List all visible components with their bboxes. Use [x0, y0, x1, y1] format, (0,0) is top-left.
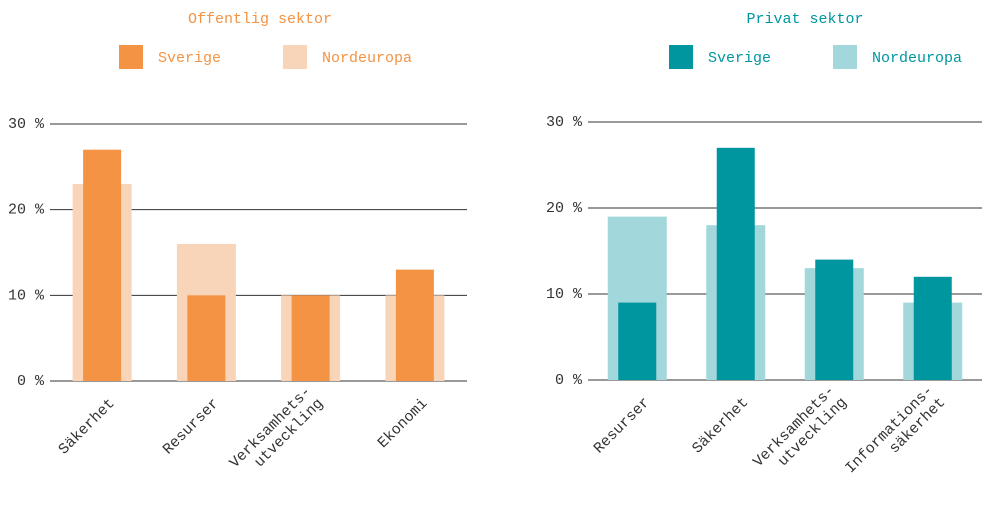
x-tick-label: Resurser: [160, 395, 223, 458]
legend-swatch: [283, 45, 307, 69]
bar: [291, 295, 330, 381]
legend-swatch: [669, 45, 693, 69]
bar: [815, 259, 854, 380]
x-tick-label: Informations-säkerhet: [842, 382, 949, 489]
x-tick-label: Säkerhet: [56, 395, 119, 458]
y-tick-label: 30 %: [546, 114, 583, 131]
bar: [83, 149, 122, 381]
legend-label: Nordeuropa: [322, 50, 412, 67]
x-tick-label: Verksamhets-utveckling: [227, 383, 327, 483]
bar: [913, 276, 952, 380]
y-tick-label: 10 %: [546, 286, 583, 303]
x-tick-label: Säkerhet: [689, 394, 752, 457]
y-tick-label: 30 %: [8, 116, 45, 133]
bar: [618, 302, 657, 380]
legend-label: Nordeuropa: [872, 50, 962, 67]
y-tick-label: 10 %: [8, 287, 45, 304]
x-tick-label: Resurser: [591, 394, 654, 457]
legend-swatch: [833, 45, 857, 69]
x-tick-label: Verksamhets-utveckling: [750, 382, 850, 482]
y-tick-label: 20 %: [8, 202, 45, 219]
chart-title: Privat sektor: [746, 11, 863, 28]
bar: [395, 269, 434, 381]
y-tick-label: 0 %: [555, 372, 583, 389]
legend-swatch: [119, 45, 143, 69]
y-tick-label: 20 %: [546, 200, 583, 217]
y-tick-label: 0 %: [17, 373, 45, 390]
bar: [716, 147, 755, 380]
bar: [187, 295, 226, 381]
legend-label: Sverige: [158, 50, 221, 67]
legend-label: Sverige: [708, 50, 771, 67]
x-tick-label: Ekonomi: [375, 395, 432, 452]
chart-title: Offentlig sektor: [188, 11, 332, 28]
